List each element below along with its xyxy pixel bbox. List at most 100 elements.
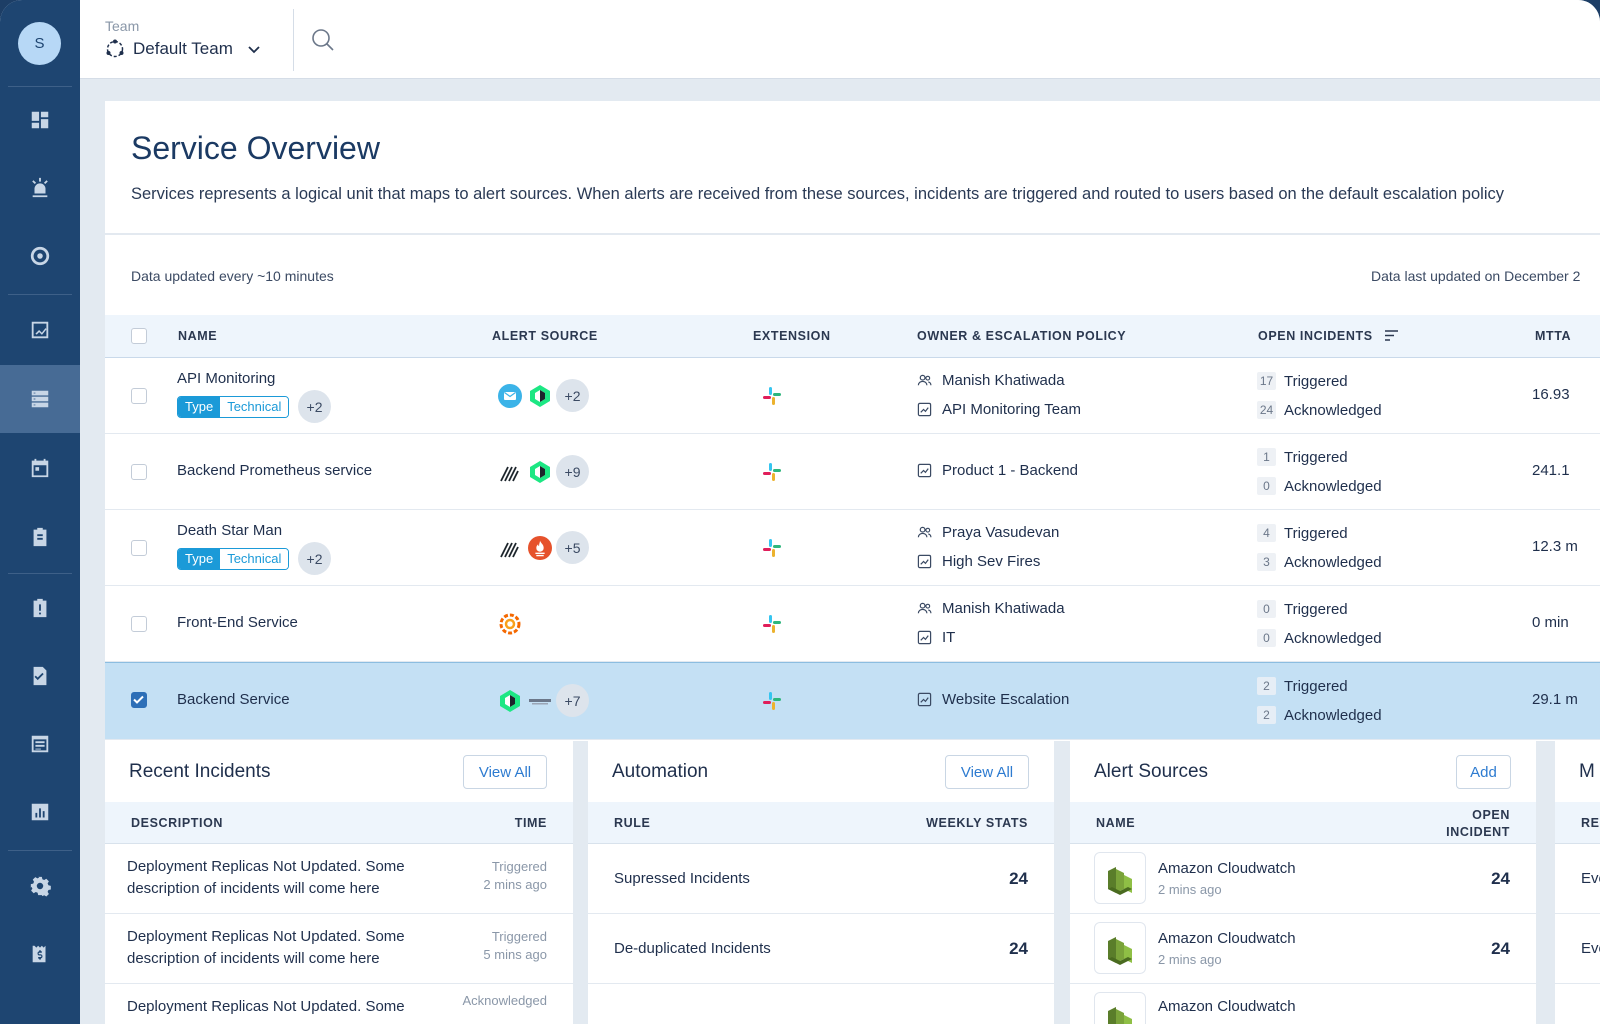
column-alert-source[interactable]: ALERT SOURCE — [492, 329, 598, 343]
table-row[interactable]: Backend Prometheus service +9 Product 1 … — [105, 434, 1600, 510]
acknowledged-count[interactable]: 2 Acknowledged — [1257, 706, 1382, 724]
alert-source-row[interactable]: Amazon Cloudwatch — [1070, 984, 1536, 1024]
incident-status: Triggered — [491, 859, 547, 874]
team-selector[interactable]: Default Team — [105, 39, 261, 59]
sidebar-divider — [8, 850, 72, 851]
view-all-incidents-button[interactable]: View All — [463, 755, 547, 789]
service-tag[interactable]: Type Technical — [177, 548, 290, 570]
column-open-incidents[interactable]: OPEN INCIDENTS — [1258, 329, 1398, 343]
column-owner[interactable]: OWNER & ESCALATION POLICY — [917, 329, 1127, 343]
service-tag[interactable]: Type Technical — [177, 396, 290, 418]
sidebar-item-tasks[interactable] — [0, 503, 80, 571]
acknowledged-count[interactable]: 24 Acknowledged — [1257, 401, 1382, 419]
more-tags-badge[interactable]: +2 — [298, 542, 331, 575]
sort-icon[interactable] — [1384, 330, 1398, 341]
row-checkbox[interactable] — [131, 540, 147, 556]
avatar[interactable]: S — [18, 22, 61, 65]
incident-row[interactable]: Deployment Replicas Not Updated. Some de… — [105, 844, 573, 914]
alert-source-name[interactable]: Amazon Cloudwatch — [1158, 860, 1296, 877]
acknowledged-count[interactable]: 3 Acknowledged — [1257, 553, 1382, 571]
sidebar-item-checklists[interactable] — [0, 642, 80, 710]
incident-row[interactable]: Deployment Replicas Not Updated. Some Ac… — [105, 984, 573, 1024]
service-name[interactable]: API Monitoring — [177, 370, 276, 387]
incident-description[interactable]: Deployment Replicas Not Updated. Some — [127, 998, 405, 1015]
acknowledged-count[interactable]: 0 Acknowledged — [1257, 477, 1382, 495]
header-divider — [293, 9, 294, 71]
column-rule: RULE — [614, 816, 651, 830]
more-sources-badge[interactable]: +2 — [556, 379, 589, 412]
escalation-policy[interactable]: API Monitoring Team — [917, 401, 1081, 418]
service-name[interactable]: Backend Prometheus service — [177, 462, 373, 479]
service-name[interactable]: Death Star Man — [177, 522, 283, 539]
owner[interactable]: Manish Khatiwada — [917, 372, 1065, 389]
triggered-count[interactable]: 1 Triggered — [1257, 448, 1348, 466]
more-tags-badge[interactable]: +2 — [298, 390, 331, 423]
escalation-policy[interactable]: Product 1 - Backend — [917, 462, 1078, 479]
column-extension[interactable]: EXTENSION — [753, 329, 831, 343]
column-name[interactable]: NAME — [178, 329, 218, 343]
panel-title: M — [1579, 761, 1595, 782]
service-name[interactable]: Front-End Service — [177, 614, 298, 631]
sidebar-item-postmortems[interactable] — [0, 574, 80, 642]
escalation-policy[interactable]: IT — [917, 629, 955, 646]
view-all-automation-button[interactable]: View All — [945, 755, 1029, 789]
select-all-checkbox[interactable] — [131, 328, 147, 344]
service-name[interactable]: Backend Service — [177, 691, 290, 708]
more-sources-badge[interactable]: +9 — [556, 455, 589, 488]
alert-source-row[interactable]: Amazon Cloudwatch 2 mins ago 24 — [1070, 914, 1536, 984]
column-weekly-stats: WEEKLY STATS — [926, 816, 1028, 830]
sidebar-item-dashboard[interactable] — [0, 86, 80, 154]
escalation-policy[interactable]: High Sev Fires — [917, 553, 1040, 570]
column-mtta[interactable]: MTTA — [1535, 329, 1572, 343]
incident-row[interactable]: Deployment Replicas Not Updated. Some de… — [105, 914, 573, 984]
list-item-text: Eve — [1581, 870, 1600, 887]
sidebar-item-analytics[interactable] — [0, 296, 80, 364]
panel-table-header: RULE WEEKLY STATS — [588, 802, 1054, 844]
add-alert-source-button[interactable]: Add — [1456, 755, 1511, 789]
sidebar-item-incidents[interactable] — [0, 154, 80, 222]
search-icon[interactable] — [311, 28, 335, 57]
row-checkbox[interactable] — [131, 388, 147, 404]
table-row[interactable]: Death Star Man Type Technical +2 +5 Praya… — [105, 510, 1600, 586]
more-sources-badge[interactable]: +5 — [556, 531, 589, 564]
panel-title: Alert Sources — [1094, 761, 1209, 782]
sidebar-item-runbooks[interactable] — [0, 710, 80, 778]
triggered-count[interactable]: 2 Triggered — [1257, 677, 1348, 695]
reports-icon — [31, 803, 49, 821]
list-item[interactable]: Eve — [1555, 844, 1600, 914]
incident-status: Triggered — [491, 929, 547, 944]
triggered-count[interactable]: 4 Triggered — [1257, 524, 1348, 542]
owner[interactable]: Praya Vasudevan — [917, 524, 1059, 541]
table-row[interactable]: API Monitoring Type Technical +2 +2 Manis… — [105, 358, 1600, 434]
column-description: DESCRIPTION — [131, 816, 224, 830]
automation-row[interactable]: De-duplicated Incidents 24 — [588, 914, 1054, 984]
incident-description[interactable]: Deployment Replicas Not Updated. Some de… — [127, 928, 405, 967]
sidebar-item-schedules[interactable] — [0, 434, 80, 502]
automation-row[interactable]: Supressed Incidents 24 — [588, 844, 1054, 914]
row-checkbox-checked[interactable] — [131, 692, 147, 708]
weekly-stat-value: 24 — [1009, 939, 1028, 958]
alert-source-name[interactable]: Amazon Cloudwatch — [1158, 998, 1296, 1015]
sidebar-item-services[interactable] — [0, 365, 80, 433]
mtta-value: 29.1 m — [1532, 691, 1578, 708]
sidebar-item-reports[interactable] — [0, 778, 80, 846]
alert-source-name[interactable]: Amazon Cloudwatch — [1158, 930, 1296, 947]
sidebar-item-billing[interactable] — [0, 920, 80, 988]
panel-title: Automation — [612, 761, 709, 782]
acknowledged-count[interactable]: 0 Acknowledged — [1257, 629, 1382, 647]
incident-description[interactable]: Deployment Replicas Not Updated. Some de… — [127, 858, 405, 897]
triggered-count[interactable]: 0 Triggered — [1257, 600, 1348, 618]
escalation-policy[interactable]: Website Escalation — [917, 691, 1069, 708]
sidebar-item-status[interactable] — [0, 222, 80, 290]
alert-source-row[interactable]: Amazon Cloudwatch 2 mins ago 24 — [1070, 844, 1536, 914]
row-checkbox[interactable] — [131, 616, 147, 632]
sidebar-item-settings[interactable] — [0, 852, 80, 920]
row-checkbox[interactable] — [131, 464, 147, 480]
owner[interactable]: Manish Khatiwada — [917, 600, 1065, 617]
more-sources-badge[interactable]: +7 — [556, 684, 589, 717]
panel-table-header: NAME OPEN INCIDENT — [1070, 802, 1536, 844]
triggered-count[interactable]: 17 Triggered — [1257, 372, 1348, 390]
list-item[interactable]: Eve — [1555, 914, 1600, 984]
